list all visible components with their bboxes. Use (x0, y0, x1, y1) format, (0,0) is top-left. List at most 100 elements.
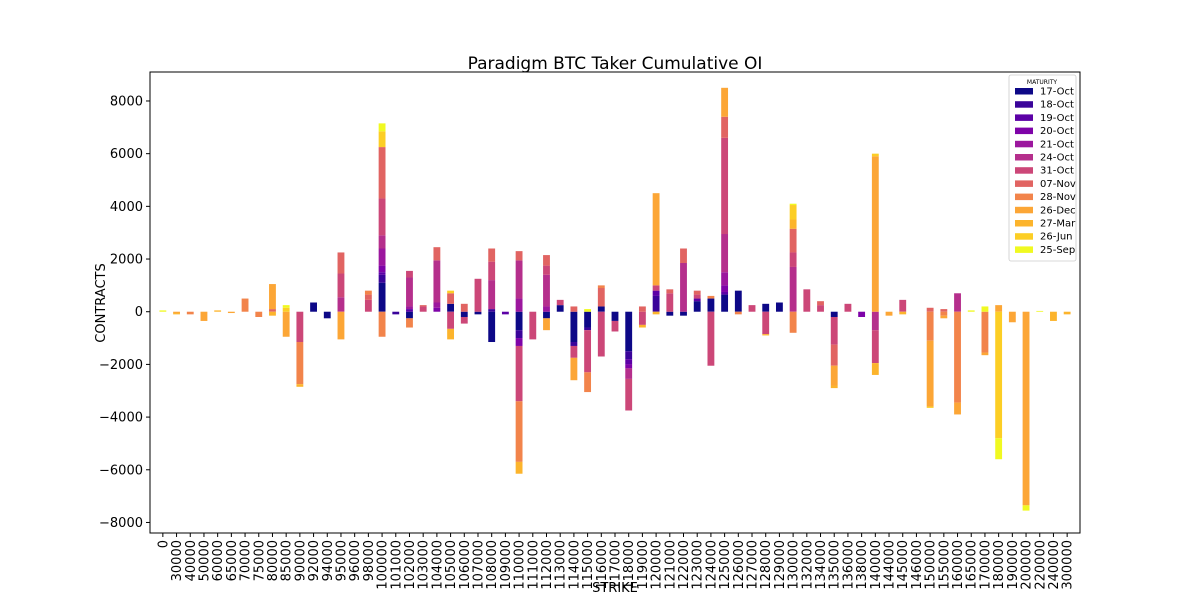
x-tick-label: 65000 (225, 540, 240, 581)
bar-segment (392, 311, 400, 315)
bar-segment (844, 303, 852, 312)
bar-segment (666, 311, 674, 316)
x-tick-label: 108000 (485, 540, 500, 590)
bar-segment (296, 311, 304, 343)
legend-label: 17-Oct (1040, 87, 1074, 98)
bar-segment (652, 290, 660, 296)
x-tick-label: 300000 (1061, 540, 1076, 590)
bar-segment (721, 291, 729, 295)
plot-frame (149, 71, 1081, 534)
bar-segment (721, 294, 729, 312)
bar-segment (433, 302, 441, 308)
x-tick-label: 132000 (800, 540, 815, 590)
bar-segment (638, 324, 646, 328)
bar-segment (830, 385, 838, 389)
bar-segment (378, 198, 386, 236)
x-tick-label: 115000 (581, 540, 596, 590)
bar-segment (995, 438, 1003, 460)
x-tick-label: 95000 (334, 540, 349, 581)
bar-segment (543, 265, 550, 275)
bar-segment (625, 368, 633, 379)
x-tick-label: 127000 (746, 540, 761, 590)
bar-segment (995, 311, 1003, 439)
bar-segment (556, 305, 564, 312)
bar-segment (693, 298, 701, 302)
bar-segment (433, 247, 441, 261)
bar-segment (173, 313, 180, 315)
bar-segment (940, 315, 948, 319)
bar-segment (364, 294, 372, 300)
bar-segment (406, 270, 413, 278)
legend-label: 24-Oct (1040, 153, 1074, 164)
legend-swatch (1015, 140, 1033, 148)
legend-frame (1008, 74, 1077, 262)
bar-segment (515, 461, 523, 474)
x-tick-label: 60000 (211, 540, 226, 581)
bar-segment (447, 293, 455, 304)
bar-segment (871, 363, 879, 375)
bar-segment (515, 338, 523, 346)
bar-segment (570, 345, 578, 358)
bar-segment (227, 311, 235, 314)
y-tick-label: 8000 (110, 94, 143, 109)
bar-segment (707, 295, 715, 299)
bar-segment (597, 311, 605, 357)
legend-items: 17-Oct 18-Oct 19-Oct 20-Oct 21-Oct 24-Oct 31-O… (1015, 87, 1076, 256)
bar-segment (173, 311, 180, 314)
bar-segment (858, 311, 866, 317)
bar-segment (789, 219, 797, 229)
bar-segment (337, 273, 345, 298)
bar-segment (378, 272, 386, 275)
y-tick-label: 2000 (110, 253, 143, 268)
x-tick-label: 128000 (759, 540, 774, 590)
bar-segment (995, 305, 1003, 312)
x-tick-label: 136000 (841, 540, 856, 590)
x-tick-label: 90000 (293, 540, 308, 581)
bar-segment (625, 311, 633, 352)
legend-label: 27-Mar (1040, 219, 1076, 230)
bar-segment (625, 364, 633, 369)
bar-segment (543, 274, 550, 307)
bar-segment (680, 262, 687, 312)
legend-swatch (1015, 206, 1033, 214)
x-tick-label: 113000 (554, 540, 569, 590)
bar-segment (597, 288, 605, 307)
bar-segment (1008, 311, 1016, 323)
y-axis-title: CONTRACTS (94, 263, 109, 342)
bar-segment (241, 298, 249, 312)
bar-segment (762, 303, 770, 312)
bar-segment (954, 311, 961, 403)
x-tick-label: 117000 (609, 540, 624, 590)
bar-segment (899, 311, 907, 315)
bar-segment (926, 406, 934, 408)
bar-segment (762, 334, 770, 336)
bar-segment (748, 305, 756, 312)
x-tick-label: 125000 (718, 540, 733, 590)
bar-segment (460, 311, 468, 317)
bar-segment (570, 306, 578, 312)
bar-segment (734, 290, 742, 312)
x-tick-label: 126000 (732, 540, 747, 590)
x-tick-label: 50000 (197, 540, 212, 581)
legend-label: 31-Oct (1040, 166, 1074, 177)
bar-segment (515, 311, 523, 331)
bar-segment (515, 251, 523, 261)
y-tick-label: −8000 (99, 516, 143, 531)
x-tick-label: 80000 (266, 540, 281, 581)
bar-segment (460, 316, 468, 324)
bar-segment (734, 311, 742, 315)
y-tick-label: 0 (135, 305, 143, 320)
bar-segment (1050, 311, 1057, 321)
bar-segment (926, 307, 934, 312)
bar-segment (159, 310, 167, 312)
bar-segment (570, 342, 578, 346)
legend-swatch (1015, 193, 1033, 201)
bar-segment (597, 306, 605, 312)
bar-segment (638, 311, 646, 325)
bar-segment (419, 305, 427, 307)
x-axis-title: STRIKE (592, 581, 638, 596)
bar-segment (611, 320, 619, 332)
y-tick-label: 6000 (110, 147, 143, 162)
x-tick-label: 75000 (252, 540, 267, 581)
x-tick-label: 165000 (965, 540, 980, 590)
